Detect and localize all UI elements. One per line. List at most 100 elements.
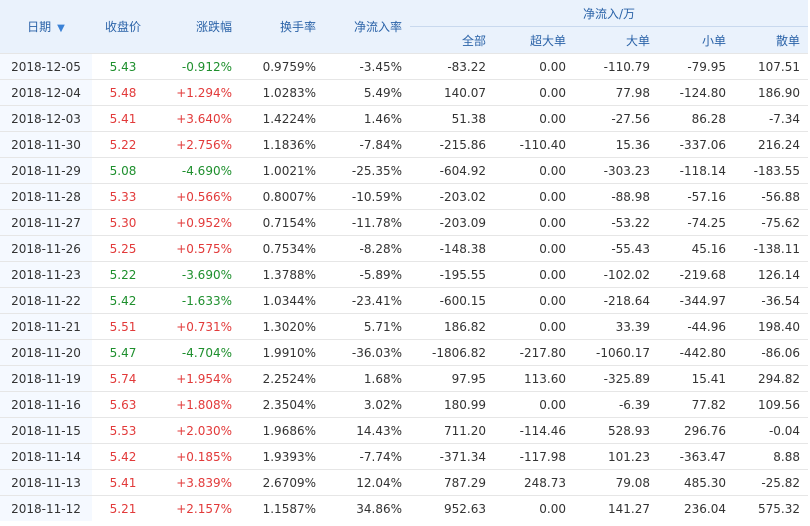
cell-retail: 575.32 xyxy=(734,495,808,521)
table-row: 2018-12-05 5.43 -0.912% 0.9759% -3.45% -83.22… xyxy=(0,53,808,80)
cell-large: -325.89 xyxy=(574,365,658,392)
cell-net-inflow-rate: -8.28% xyxy=(324,235,410,262)
cell-large: 528.93 xyxy=(574,417,658,444)
column-header-date[interactable]: 日期 ▼ xyxy=(0,0,92,54)
cell-date: 2018-11-16 xyxy=(0,391,92,418)
column-header-net-inflow-rate[interactable]: 净流入率 xyxy=(324,0,410,54)
cell-net-inflow-rate: 5.71% xyxy=(324,313,410,340)
cell-retail: 8.88 xyxy=(734,443,808,470)
cell-turnover: 1.0283% xyxy=(240,79,324,106)
cell-xl: -117.98 xyxy=(494,443,574,470)
cell-xl: 0.00 xyxy=(494,287,574,314)
cell-large: 101.23 xyxy=(574,443,658,470)
cell-close: 5.41 xyxy=(92,105,154,132)
column-header-all[interactable]: 全部 xyxy=(410,26,494,54)
cell-change: +0.575% xyxy=(154,235,240,262)
cell-all: 180.99 xyxy=(410,391,494,418)
cell-net-inflow-rate: -23.41% xyxy=(324,287,410,314)
retail-header-label: 散单 xyxy=(775,33,800,48)
cell-date: 2018-12-03 xyxy=(0,105,92,132)
cell-change: +2.030% xyxy=(154,417,240,444)
cell-close: 5.48 xyxy=(92,79,154,106)
cell-turnover: 1.1836% xyxy=(240,131,324,158)
cell-turnover: 1.3020% xyxy=(240,313,324,340)
cell-retail: 198.40 xyxy=(734,313,808,340)
cell-net-inflow-rate: 3.02% xyxy=(324,391,410,418)
cell-small: -344.97 xyxy=(658,287,734,314)
cell-turnover: 0.9759% xyxy=(240,53,324,80)
cell-net-inflow-rate: -36.03% xyxy=(324,339,410,366)
net-inflow-rate-header-label: 净流入率 xyxy=(353,20,402,34)
cell-xl: 0.00 xyxy=(494,209,574,236)
cell-date: 2018-11-28 xyxy=(0,183,92,210)
all-header-label: 全部 xyxy=(461,33,486,48)
cell-close: 5.47 xyxy=(92,339,154,366)
cell-date: 2018-11-26 xyxy=(0,235,92,262)
cell-large: 15.36 xyxy=(574,131,658,158)
cell-retail: -0.04 xyxy=(734,417,808,444)
cell-all: -215.86 xyxy=(410,131,494,158)
cell-net-inflow-rate: -11.78% xyxy=(324,209,410,236)
cell-date: 2018-11-22 xyxy=(0,287,92,314)
cell-change: +0.185% xyxy=(154,443,240,470)
cell-turnover: 1.9686% xyxy=(240,417,324,444)
date-header-label: 日期 xyxy=(27,20,52,34)
column-header-turnover[interactable]: 换手率 xyxy=(240,0,324,54)
cell-close: 5.33 xyxy=(92,183,154,210)
cell-xl: 113.60 xyxy=(494,365,574,392)
cell-change: +2.756% xyxy=(154,131,240,158)
cell-change: -4.690% xyxy=(154,157,240,184)
cell-close: 5.22 xyxy=(92,261,154,288)
table-row: 2018-11-12 5.21 +2.157% 1.1587% 34.86% 952.63… xyxy=(0,495,808,521)
cell-turnover: 0.7534% xyxy=(240,235,324,262)
cell-net-inflow-rate: -7.84% xyxy=(324,131,410,158)
cell-retail: 216.24 xyxy=(734,131,808,158)
cell-all: 97.95 xyxy=(410,365,494,392)
cell-date: 2018-11-14 xyxy=(0,443,92,470)
cell-large: -303.23 xyxy=(574,157,658,184)
cell-retail: 109.56 xyxy=(734,391,808,418)
cell-all: -203.02 xyxy=(410,183,494,210)
cell-date: 2018-11-15 xyxy=(0,417,92,444)
cell-all: -83.22 xyxy=(410,53,494,80)
column-header-retail[interactable]: 散单 xyxy=(734,26,808,54)
cell-change: +1.808% xyxy=(154,391,240,418)
cell-small: 485.30 xyxy=(658,469,734,496)
column-header-xl[interactable]: 超大单 xyxy=(494,26,574,54)
column-header-change[interactable]: 涨跌幅 xyxy=(154,0,240,54)
xl-header-label: 超大单 xyxy=(529,33,566,48)
cell-net-inflow-rate: 5.49% xyxy=(324,79,410,106)
cell-xl: 0.00 xyxy=(494,495,574,521)
column-header-small[interactable]: 小单 xyxy=(658,26,734,54)
cell-large: -110.79 xyxy=(574,53,658,80)
cell-turnover: 2.6709% xyxy=(240,469,324,496)
cell-xl: 0.00 xyxy=(494,79,574,106)
cell-change: +2.157% xyxy=(154,495,240,521)
table-row: 2018-12-04 5.48 +1.294% 1.0283% 5.49% 140.07 0… xyxy=(0,79,808,106)
cell-close: 5.42 xyxy=(92,287,154,314)
cell-xl: 0.00 xyxy=(494,235,574,262)
table-row: 2018-11-27 5.30 +0.952% 0.7154% -11.78% -203.… xyxy=(0,209,808,236)
cell-close: 5.42 xyxy=(92,443,154,470)
column-header-large[interactable]: 大单 xyxy=(574,26,658,54)
cell-xl: 0.00 xyxy=(494,53,574,80)
cell-change: +1.294% xyxy=(154,79,240,106)
down-arrow-icon[interactable]: ▼ xyxy=(57,23,65,34)
table-row: 2018-11-15 5.53 +2.030% 1.9686% 14.43% 711.20… xyxy=(0,417,808,444)
table-row: 2018-11-14 5.42 +0.185% 1.9393% -7.74% -371.3… xyxy=(0,443,808,470)
large-header-label: 大单 xyxy=(625,33,650,48)
net-inflow-group-header: 净流入/万 xyxy=(410,0,808,27)
cell-xl: 0.00 xyxy=(494,157,574,184)
cell-close: 5.51 xyxy=(92,313,154,340)
cell-large: -55.43 xyxy=(574,235,658,262)
cell-xl: -114.46 xyxy=(494,417,574,444)
column-header-close[interactable]: 收盘价 xyxy=(92,0,154,54)
cell-small: 15.41 xyxy=(658,365,734,392)
cell-turnover: 1.0021% xyxy=(240,157,324,184)
table-body: 2018-12-05 5.43 -0.912% 0.9759% -3.45% -83.22… xyxy=(0,53,808,521)
cell-net-inflow-rate: -25.35% xyxy=(324,157,410,184)
cell-small: 296.76 xyxy=(658,417,734,444)
cell-all: -604.92 xyxy=(410,157,494,184)
